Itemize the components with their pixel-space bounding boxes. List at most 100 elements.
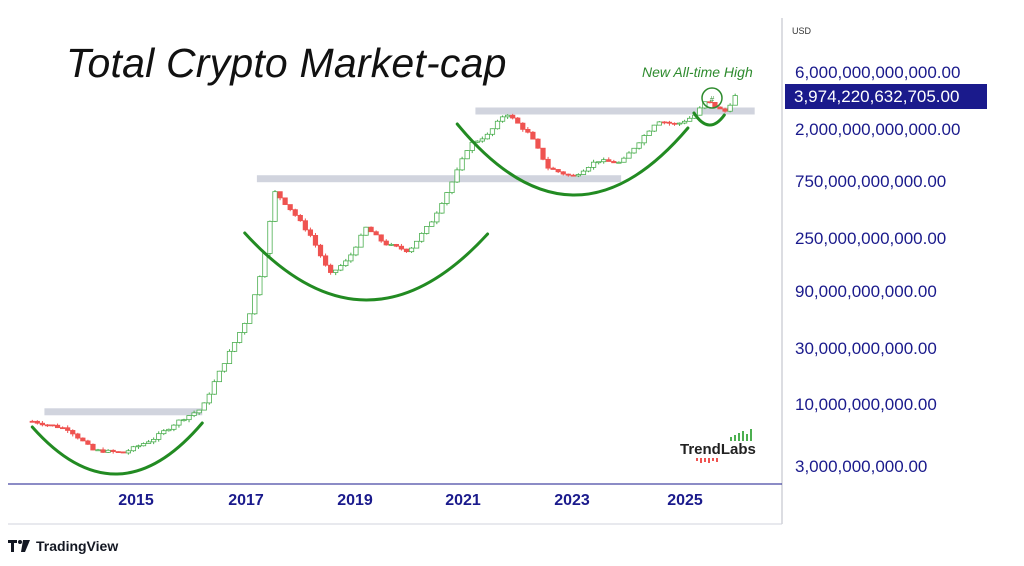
candle-up <box>231 342 238 352</box>
resistance-band <box>475 107 755 115</box>
y-tick-label: 30,000,000,000.00 <box>795 339 937 358</box>
currency-label: USD <box>792 26 812 36</box>
candle-up <box>580 170 587 175</box>
candle-up <box>444 192 450 204</box>
candle-down <box>297 215 303 222</box>
candle-up <box>181 419 187 422</box>
candle-up <box>161 430 167 435</box>
candle-down <box>49 424 56 427</box>
candle-up <box>95 449 101 452</box>
tradingview-logo-icon <box>8 540 30 552</box>
y-tick-label: 3,000,000,000.00 <box>795 457 928 476</box>
candle-up <box>631 147 637 154</box>
candle-down <box>611 161 617 164</box>
cup-curve <box>243 231 490 302</box>
candle-up <box>505 114 511 118</box>
cup-curve <box>692 111 726 127</box>
resistance-band <box>256 175 622 183</box>
candle-down <box>515 117 521 124</box>
candle-up <box>732 95 738 106</box>
candle-up <box>257 276 263 296</box>
candle-down <box>403 248 410 253</box>
y-tick-label: 6,000,000,000,000.00 <box>795 63 961 82</box>
candle-down <box>120 451 126 454</box>
candle-up <box>424 226 430 234</box>
x-tick-label: 2023 <box>554 492 590 509</box>
candle-down <box>555 169 561 173</box>
candle-up <box>353 246 359 256</box>
candle-down <box>717 106 723 110</box>
candle-down <box>282 197 288 205</box>
candle-up <box>105 449 111 453</box>
candle-up <box>252 294 258 315</box>
candle-down <box>707 101 713 104</box>
candle-up <box>226 350 233 364</box>
candle-up <box>237 332 243 343</box>
resistance-bands <box>44 107 755 416</box>
candle-down <box>328 264 334 273</box>
candle-down <box>525 128 531 133</box>
candle-down <box>307 229 314 236</box>
candle-up <box>191 412 197 416</box>
candle-up <box>186 415 192 421</box>
candle-down <box>530 131 536 140</box>
candle-up <box>651 124 657 132</box>
y-tick-label: 90,000,000,000.00 <box>795 282 937 301</box>
candle-up <box>434 212 440 223</box>
candle-up <box>449 181 455 193</box>
candle-up <box>140 443 147 447</box>
candle-up <box>338 265 344 271</box>
candle-up <box>616 161 622 164</box>
candle-up <box>585 167 592 172</box>
candle-down <box>722 108 728 112</box>
candle-down <box>110 449 116 453</box>
candle-up <box>363 226 369 236</box>
candle-up <box>419 233 425 242</box>
candle-down <box>70 430 76 435</box>
x-tick-label: 2025 <box>667 492 703 509</box>
candle-down <box>368 226 374 233</box>
candle-up <box>166 428 172 432</box>
candle-up <box>596 161 602 164</box>
ath-circle-label: # <box>710 95 715 104</box>
tradingview-brand[interactable]: TradingView <box>8 538 118 554</box>
candle-down <box>302 220 308 231</box>
candle-down <box>373 231 379 236</box>
candle-down <box>550 167 556 170</box>
candle-up <box>464 150 470 160</box>
current-price-label[interactable]: 3,974,220,632,705.00 <box>785 84 987 109</box>
candle-up <box>687 117 693 122</box>
candle-up <box>459 158 465 171</box>
candle-up <box>171 424 177 430</box>
chart-title: Total Crypto Market-cap <box>66 40 507 86</box>
candle-up <box>682 120 688 124</box>
candle-up <box>727 104 733 112</box>
candle-down <box>80 437 86 442</box>
cup-curve <box>30 421 204 476</box>
candle-up <box>641 135 647 144</box>
candle-up <box>151 438 157 443</box>
y-tick-label: 250,000,000,000.00 <box>795 229 947 248</box>
candle-down <box>661 121 667 124</box>
candle-up <box>262 253 268 278</box>
candle-up <box>206 393 212 404</box>
y-tick-label: 10,000,000,000.00 <box>795 395 937 414</box>
candle-up <box>484 133 490 140</box>
candle-up <box>125 450 131 454</box>
candle-down <box>570 174 576 177</box>
y-tick-label: 2,000,000,000,000.00 <box>795 120 961 139</box>
candle-down <box>666 121 673 124</box>
candle-down <box>54 424 61 429</box>
candle-up <box>494 120 501 130</box>
watermark-text: TrendLabs <box>680 441 756 458</box>
candle-up <box>272 191 278 222</box>
platform-name: TradingView <box>36 538 119 554</box>
candle-down <box>398 245 405 250</box>
candle-down <box>312 235 319 246</box>
candle-up <box>575 174 582 177</box>
candle-down <box>90 443 96 451</box>
candle-up <box>621 157 627 163</box>
candle-down <box>317 244 324 257</box>
x-tick-label: 2015 <box>118 492 154 509</box>
candle-up <box>413 240 420 249</box>
